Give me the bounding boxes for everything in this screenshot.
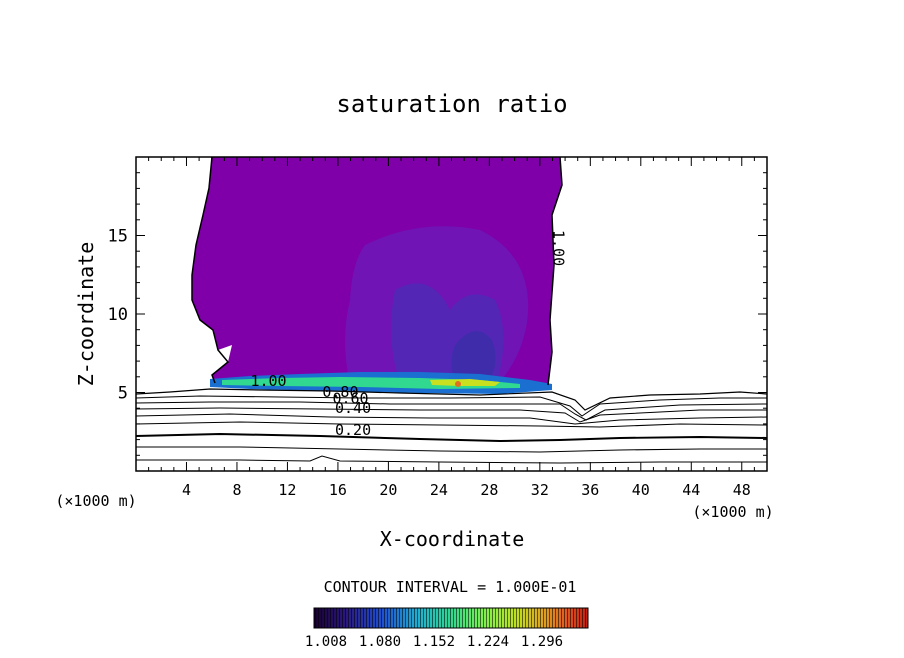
contour-line <box>136 413 767 425</box>
colorbar-tick-labels: 1.008 1.080 1.152 1.224 1.296 <box>305 634 563 650</box>
x-tick-label: 20 <box>379 481 397 499</box>
x-tick-label: 4 <box>182 481 191 499</box>
contour-label: 0.40 <box>335 399 371 417</box>
y-tick-labels: 5 10 15 <box>108 227 128 404</box>
x-tick-label: 24 <box>430 481 448 499</box>
contour-line <box>136 432 767 443</box>
x-tick-label: 8 <box>232 481 241 499</box>
contour-label: 0.60 <box>332 389 368 407</box>
contour-lines <box>136 157 767 464</box>
contour-interval-label: CONTOUR INTERVAL = 1.000E-01 <box>324 578 577 596</box>
contour-label: 1.00 <box>250 372 286 390</box>
x-tick-label: 40 <box>632 481 650 499</box>
contour-line <box>136 446 767 453</box>
y-axis-title: Z-coordinate <box>74 242 98 387</box>
x-tick-label: 36 <box>581 481 599 499</box>
contour-label: 1.00 <box>550 230 568 266</box>
x-tick-label: 12 <box>278 481 296 499</box>
x-tick-label: 32 <box>531 481 549 499</box>
contour-line <box>136 407 767 423</box>
contour-line <box>136 388 767 411</box>
x-tick-label: 44 <box>682 481 700 499</box>
x-axis-title: X-coordinate <box>380 527 525 551</box>
contour-line <box>136 395 767 417</box>
colorbar-tick-label: 1.080 <box>359 634 401 650</box>
colorbar: 1.008 1.080 1.152 1.224 1.296 <box>305 607 589 650</box>
contour-label: 0.20 <box>335 421 371 439</box>
chart-title: saturation ratio <box>336 90 567 118</box>
contour-labels: 1.00 0.800.600.40 0.20 1.00 <box>250 230 567 439</box>
plot-area: 1.00 0.800.600.40 0.20 1.00 <box>136 157 767 464</box>
axis-ticks <box>136 157 767 471</box>
colorbar-tick-label: 1.008 <box>305 634 347 650</box>
contour-line <box>136 455 767 464</box>
contour-line <box>136 421 767 428</box>
colorbar-stripes <box>314 608 588 628</box>
contour-label: 0.80 <box>322 383 358 401</box>
contour-line <box>191 157 230 384</box>
x-tick-label: 16 <box>329 481 347 499</box>
colorbar-tick-label: 1.152 <box>413 634 455 650</box>
contour-line <box>136 401 767 421</box>
x-tick-labels: 4 8 12 16 20 24 28 32 36 40 44 48 <box>182 481 751 499</box>
colorbar-tick-label: 1.224 <box>467 634 509 650</box>
x-unit-label-left: (×1000 m) <box>55 492 136 510</box>
x-tick-label: 28 <box>480 481 498 499</box>
contour-line <box>547 157 563 386</box>
colorbar-tick-label: 1.296 <box>521 634 563 650</box>
y-tick-label: 15 <box>108 227 128 247</box>
cloud-plume-deep <box>451 331 496 381</box>
cloud-base-yellow <box>430 379 500 386</box>
y-tick-label: 5 <box>118 384 128 404</box>
y-tick-label: 10 <box>108 305 128 325</box>
colorbar-frame <box>313 607 589 629</box>
x-unit-label-right: (×1000 m) <box>692 503 773 521</box>
x-tick-label: 48 <box>733 481 751 499</box>
cloud-base-hotspot <box>455 381 461 387</box>
